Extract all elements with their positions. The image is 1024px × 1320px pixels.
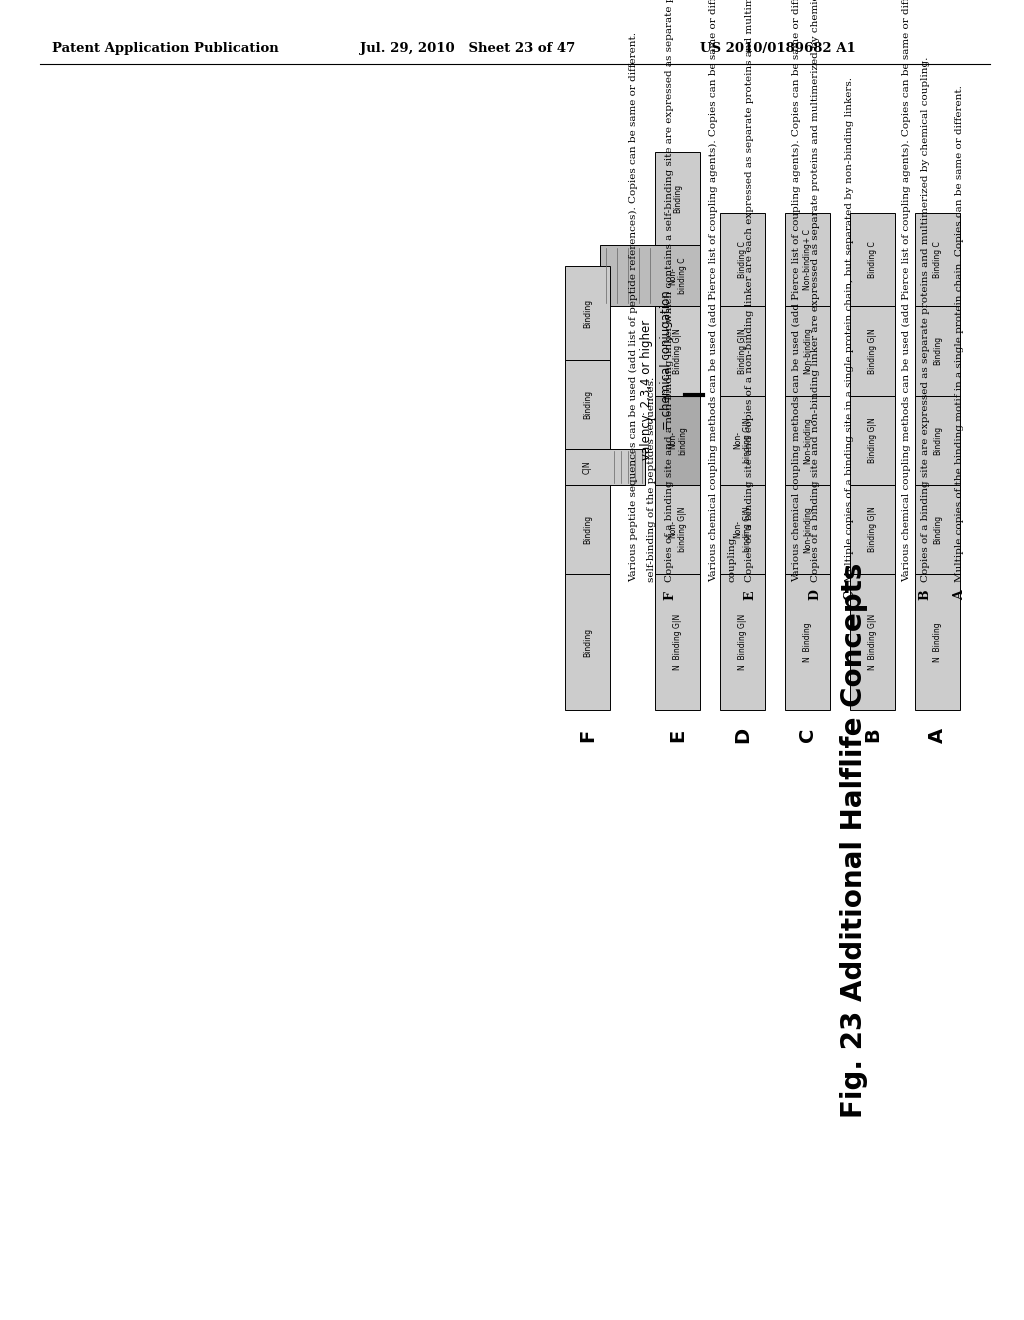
Bar [720,396,765,484]
Text: N  Binding G|N: N Binding G|N [673,614,682,671]
Text: Multiple copies of the binding motif in a single protein chain. Copies can be sa: Multiple copies of the binding motif in … [955,84,965,582]
Bar [565,449,645,484]
Text: Binding G|N: Binding G|N [738,327,746,374]
Bar [850,306,895,396]
Text: Copies of a binding site and non-binding linker are expressed as separate protei: Copies of a binding site and non-binding… [811,0,819,582]
Text: F: F [578,729,597,742]
Bar [655,484,700,574]
Bar [850,574,895,710]
Text: C: C [798,727,817,742]
Text: coupling.: coupling. [727,533,736,582]
Text: B: B [919,589,932,601]
Bar [655,306,700,396]
Bar [600,246,700,306]
Text: Various chemical coupling methods can be used (add Pierce list of coupling agent: Various chemical coupling methods can be… [902,0,911,582]
Text: Binding: Binding [933,425,942,454]
Text: Binding C: Binding C [933,242,942,279]
Bar [915,396,961,484]
Text: Non-
binding C: Non- binding C [668,257,687,294]
Text: Non-
binding G|N: Non- binding G|N [733,507,753,552]
Text: Binding G|N: Binding G|N [673,327,682,374]
Text: C: C [844,590,856,601]
Bar [655,152,700,246]
Text: Binding C: Binding C [738,242,746,279]
Text: Non-
binding: Non- binding [668,425,687,454]
Bar [915,574,961,710]
Text: Copies of a binding site and copies of a non-binding linker are each expressed a: Copies of a binding site and copies of a… [745,0,755,582]
Bar [720,484,765,574]
Text: Binding C: Binding C [868,242,877,279]
Text: Binding G|N: Binding G|N [868,417,877,463]
Text: Binding G|N: Binding G|N [868,327,877,374]
Bar [850,484,895,574]
Text: Binding: Binding [933,337,942,366]
Bar [850,213,895,306]
Text: Binding G|N: Binding G|N [868,507,877,552]
Bar [785,484,830,574]
Text: Copies of a binding site and a non-binding linker which contains a self-binding : Copies of a binding site and a non-bindi… [666,0,675,582]
Text: A: A [953,590,967,601]
Text: Non-
binding G|N: Non- binding G|N [733,417,753,463]
Bar [565,360,610,449]
Text: Patent Application Publication: Patent Application Publication [52,42,279,55]
Text: US 2010/0189682 A1: US 2010/0189682 A1 [700,42,856,55]
Bar [915,484,961,574]
Text: A: A [928,727,947,743]
Text: F: F [664,591,677,601]
Text: Non-binding: Non-binding [803,327,812,375]
Text: Fig. 23 Additional Halflife Concepts: Fig. 23 Additional Halflife Concepts [840,562,868,1118]
Text: C|N: C|N [583,461,592,474]
Bar [720,574,765,710]
Text: E: E [668,729,687,742]
Text: B: B [863,727,882,742]
Bar [565,267,610,360]
Text: Non-binding: Non-binding [803,506,812,553]
Text: Copies of a binding site are expressed as separate proteins and multimerized by : Copies of a binding site are expressed a… [921,57,930,582]
Text: self-binding of the peptides sequences.: self-binding of the peptides sequences. [647,376,656,582]
Text: Binding: Binding [583,298,592,327]
Text: N  Binding G|N: N Binding G|N [738,614,746,671]
Text: Binding: Binding [583,389,592,418]
Bar [785,306,830,396]
Text: N  Binding: N Binding [803,622,812,661]
Text: E: E [743,590,757,601]
Bar [565,484,610,574]
Text: Various chemical coupling methods can be used (add Pierce list of coupling agent: Various chemical coupling methods can be… [710,0,719,582]
Bar [655,396,700,484]
Text: = chemical conjugation: = chemical conjugation [660,290,673,430]
Bar [785,574,830,710]
Text: Binding: Binding [583,515,592,544]
Bar [720,306,765,396]
Bar [785,213,830,306]
Text: Various peptide sequences can be used (add list of peptide references). Copies c: Various peptide sequences can be used (a… [630,32,639,582]
Text: Binding: Binding [673,183,682,213]
Text: Binding: Binding [583,627,592,656]
Bar [565,574,610,710]
Bar [915,306,961,396]
Bar [850,396,895,484]
Text: Multiple copies of a binding site in a single protein chain, but separated by no: Multiple copies of a binding site in a s… [846,77,854,582]
Text: D: D [733,727,752,743]
Text: N  Binding G|N: N Binding G|N [868,614,877,671]
Text: Jul. 29, 2010   Sheet 23 of 47: Jul. 29, 2010 Sheet 23 of 47 [360,42,575,55]
Text: Various chemical coupling methods can be used (add Pierce list of coupling agent: Various chemical coupling methods can be… [793,0,802,582]
Text: Non-
binding G|N: Non- binding G|N [668,507,687,552]
Text: N  Binding: N Binding [933,622,942,661]
Bar [720,213,765,306]
Text: Non-binding+ C: Non-binding+ C [803,230,812,290]
Text: Non-binding: Non-binding [803,417,812,463]
Bar [655,574,700,710]
Text: valency: 2,3,4 or higher: valency: 2,3,4 or higher [640,319,653,461]
Bar [915,213,961,306]
Text: Binding: Binding [933,515,942,544]
Bar [785,396,830,484]
Text: D: D [809,589,821,601]
